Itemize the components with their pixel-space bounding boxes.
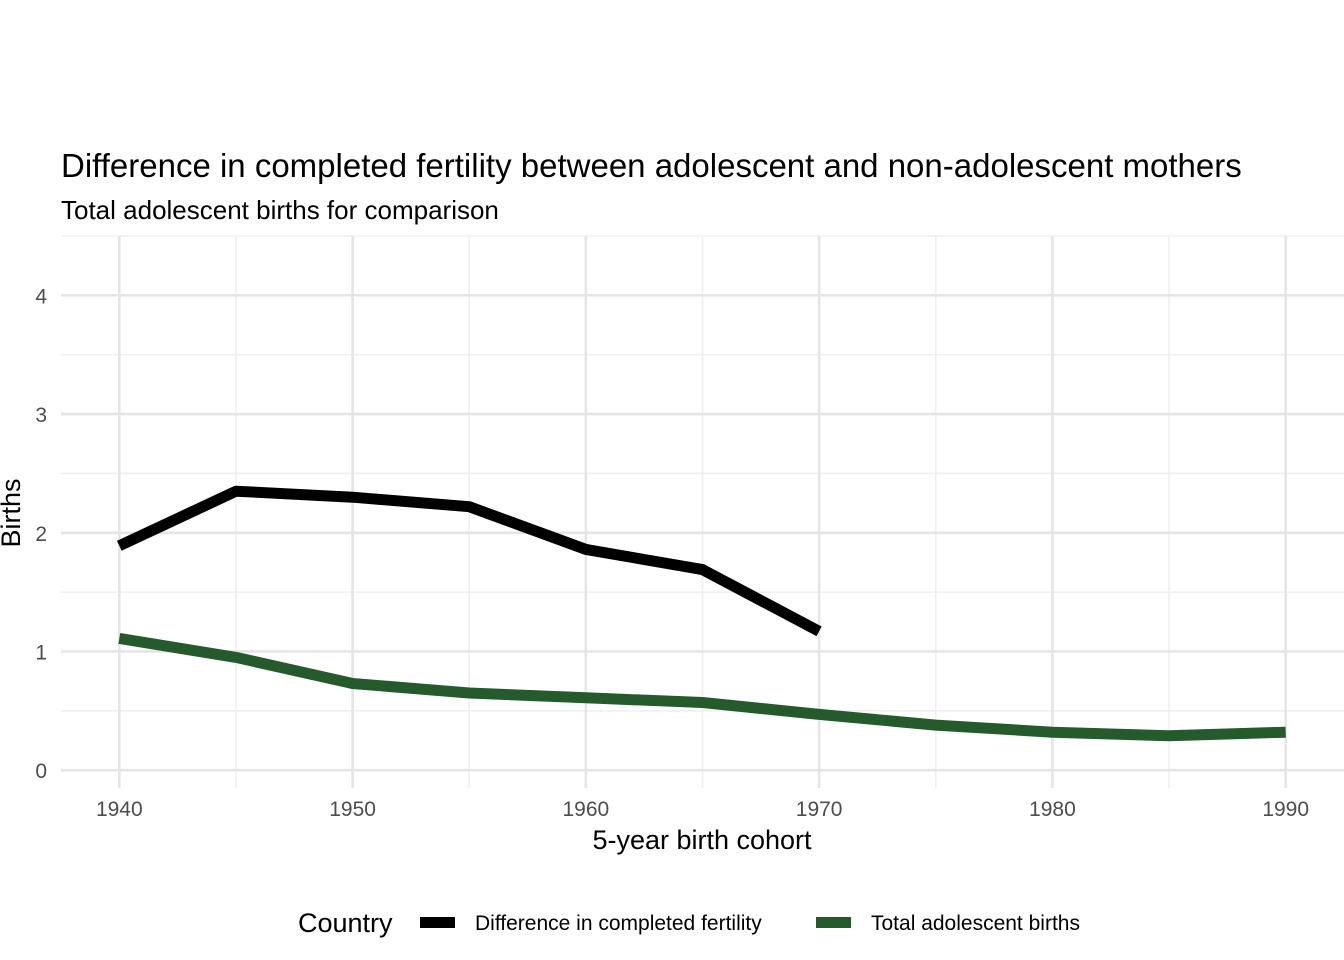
x-tick-labels: 1940 1950 1960 1970 1980 1990 (96, 798, 1309, 821)
y-tick-label: 2 (35, 523, 47, 546)
legend-key-difference (420, 917, 455, 928)
legend-title: Country (298, 908, 393, 938)
y-tick-label: 1 (35, 641, 47, 664)
y-tick-label: 0 (35, 760, 47, 783)
chart-title: Difference in completed fertility betwee… (61, 147, 1242, 184)
y-tick-labels: 0 1 2 3 4 (35, 285, 47, 783)
y-tick-label: 4 (35, 285, 47, 308)
grid (61, 235, 1344, 788)
series-line-2 (118, 632, 1286, 742)
legend: Country Difference in completed fertilit… (298, 908, 1080, 938)
x-axis-title: 5-year birth cohort (592, 825, 812, 855)
x-tick-label: 1950 (329, 798, 376, 821)
legend-item-difference: Difference in completed fertility (420, 912, 762, 935)
x-tick-label: 1990 (1262, 798, 1309, 821)
series-layer (116, 485, 1286, 742)
legend-key-total (816, 917, 851, 928)
x-tick-label: 1940 (96, 798, 143, 821)
x-tick-label: 1970 (796, 798, 843, 821)
y-tick-label: 3 (35, 404, 47, 427)
legend-label-difference: Difference in completed fertility (475, 912, 762, 935)
y-axis-title: Births (0, 478, 26, 547)
chart-subtitle: Total adolescent births for comparison (61, 195, 499, 225)
series-line-1 (116, 485, 822, 637)
legend-item-total: Total adolescent births (816, 912, 1080, 935)
legend-label-total: Total adolescent births (871, 912, 1080, 935)
x-tick-label: 1960 (563, 798, 610, 821)
x-tick-label: 1980 (1029, 798, 1076, 821)
